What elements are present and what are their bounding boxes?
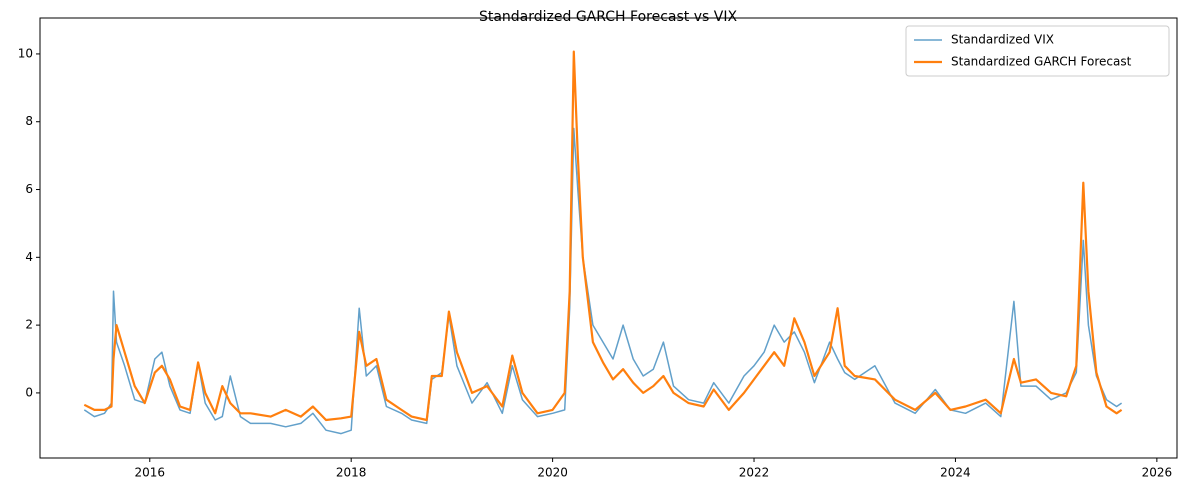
y-tick-label: 4 [25,250,33,264]
legend: Standardized VIX Standardized GARCH Forec… [905,25,1170,77]
x-tick-label: 2024 [940,466,971,480]
x-tick-label: 2022 [739,466,770,480]
legend-label: Standardized GARCH Forecast [951,55,1132,69]
chart-title: Standardized GARCH Forecast vs VIX [479,9,738,25]
legend-box [905,25,1170,77]
y-tick-label: 8 [25,114,33,128]
y-tick-label: 6 [25,182,33,196]
y-tick-label: 0 [25,385,33,399]
series-line [83,50,1123,422]
plot-frame [39,17,1178,459]
x-tick-label: 2026 [1142,466,1173,480]
series-line [83,127,1123,435]
y-tick-label: 10 [18,46,33,60]
y-tick-label: 2 [25,318,33,332]
legend-label: Standardized VIX [951,33,1054,47]
x-tick-label: 2018 [336,466,367,480]
x-tick-label: 2020 [537,466,568,480]
x-tick-label: 2016 [134,466,165,480]
